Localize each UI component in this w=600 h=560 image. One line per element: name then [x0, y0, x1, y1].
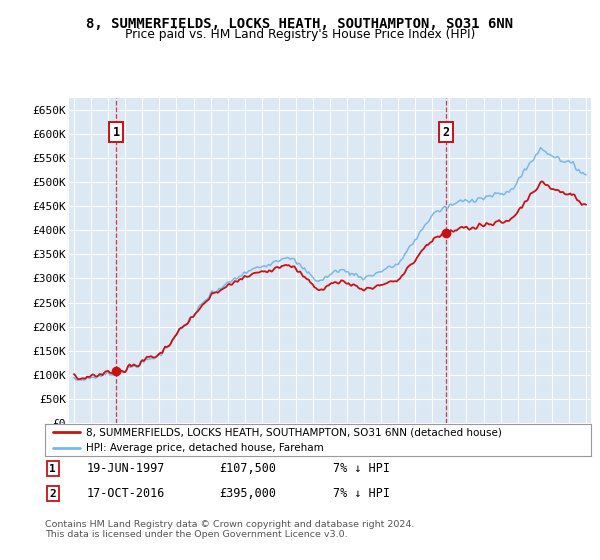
Text: £107,500: £107,500: [219, 462, 276, 475]
Text: 2: 2: [442, 125, 449, 139]
Text: 1: 1: [113, 125, 119, 139]
Text: 17-OCT-2016: 17-OCT-2016: [87, 487, 166, 501]
Text: Price paid vs. HM Land Registry's House Price Index (HPI): Price paid vs. HM Land Registry's House …: [125, 28, 475, 41]
Text: 7% ↓ HPI: 7% ↓ HPI: [333, 487, 390, 501]
Text: 8, SUMMERFIELDS, LOCKS HEATH, SOUTHAMPTON, SO31 6NN (detached house): 8, SUMMERFIELDS, LOCKS HEATH, SOUTHAMPTO…: [86, 427, 502, 437]
Text: 7% ↓ HPI: 7% ↓ HPI: [333, 462, 390, 475]
Text: HPI: Average price, detached house, Fareham: HPI: Average price, detached house, Fare…: [86, 443, 324, 453]
Text: 19-JUN-1997: 19-JUN-1997: [87, 462, 166, 475]
Text: £395,000: £395,000: [219, 487, 276, 501]
Text: 2: 2: [49, 489, 56, 499]
Text: Contains HM Land Registry data © Crown copyright and database right 2024.
This d: Contains HM Land Registry data © Crown c…: [45, 520, 415, 539]
Text: 8, SUMMERFIELDS, LOCKS HEATH, SOUTHAMPTON, SO31 6NN: 8, SUMMERFIELDS, LOCKS HEATH, SOUTHAMPTO…: [86, 17, 514, 31]
Text: 1: 1: [49, 464, 56, 474]
